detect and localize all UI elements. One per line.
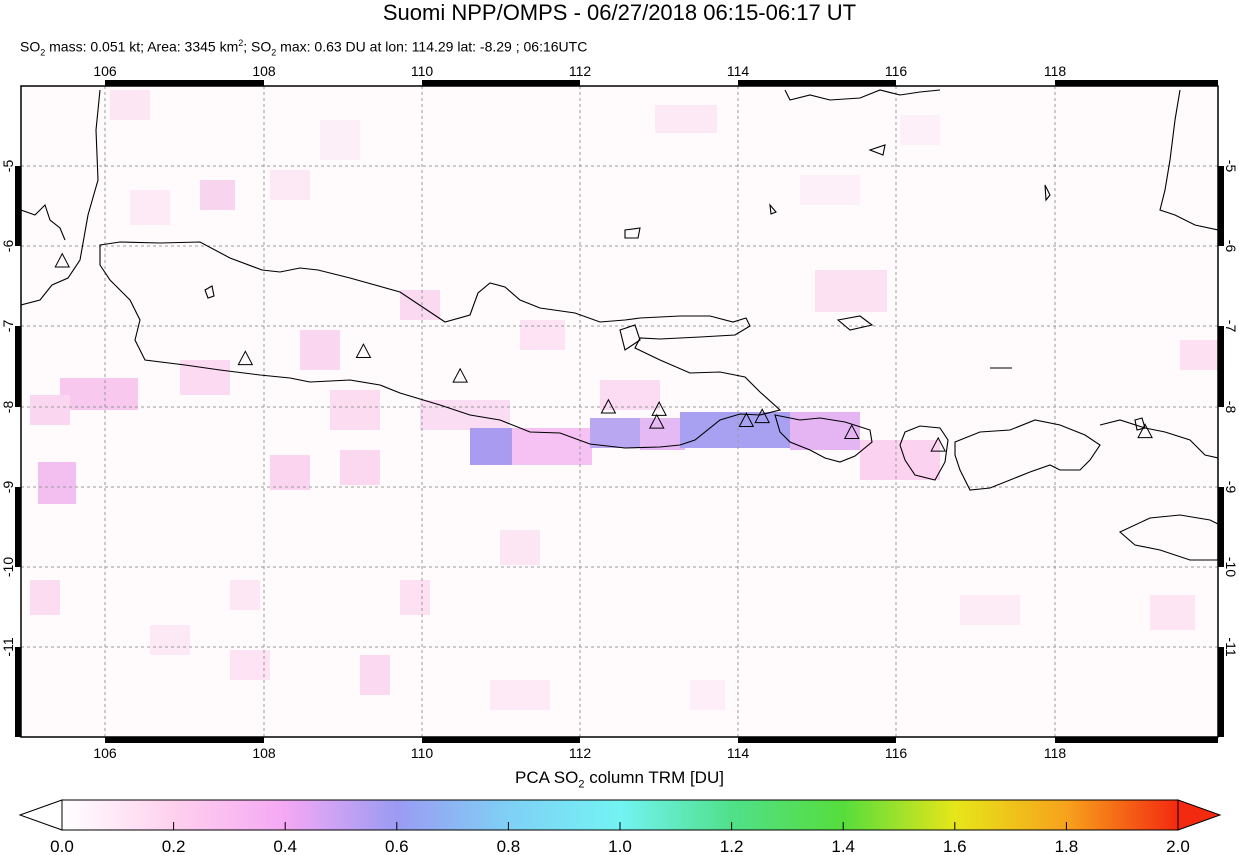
lon-labels-bottom: 106 108 110 112 114 116 118 xyxy=(93,745,1066,761)
svg-text:106: 106 xyxy=(93,745,117,761)
svg-text:106: 106 xyxy=(93,63,117,79)
svg-text:-9: -9 xyxy=(0,481,16,494)
svg-text:2.0: 2.0 xyxy=(1166,837,1190,855)
svg-text:112: 112 xyxy=(569,745,592,761)
volcano-markers xyxy=(54,252,1153,452)
svg-text:110: 110 xyxy=(411,745,434,761)
svg-text:0.4: 0.4 xyxy=(273,837,297,855)
svg-text:-7: -7 xyxy=(1223,320,1239,333)
svg-text:-11: -11 xyxy=(1223,637,1239,656)
volcano-marker xyxy=(843,424,860,439)
coastlines xyxy=(21,89,1218,561)
volcano-marker xyxy=(452,367,468,383)
volcano-marker xyxy=(651,401,667,416)
svg-text:0.8: 0.8 xyxy=(497,837,521,855)
svg-text:118: 118 xyxy=(1044,63,1067,79)
map-frame xyxy=(20,85,1219,738)
svg-text:1.2: 1.2 xyxy=(720,837,744,855)
svg-text:-7: -7 xyxy=(0,320,16,333)
svg-text:-9: -9 xyxy=(1223,481,1239,494)
lat-labels-right: -5 -6 -7 -8 -9 -10 -11 xyxy=(1223,160,1239,657)
frame-band xyxy=(15,80,1224,743)
colorbar-tick-labels: 0.0 0.2 0.4 0.6 0.8 1.0 1.2 1.4 1.6 1.8 … xyxy=(50,837,1190,855)
svg-text:1.6: 1.6 xyxy=(943,837,967,855)
svg-text:-5: -5 xyxy=(0,160,16,173)
volcano-marker xyxy=(648,413,665,429)
volcano-marker xyxy=(754,408,771,424)
svg-text:108: 108 xyxy=(252,63,276,79)
svg-text:1.8: 1.8 xyxy=(1055,837,1079,855)
svg-text:1.4: 1.4 xyxy=(831,837,855,855)
svg-text:-8: -8 xyxy=(0,401,16,414)
svg-text:0.6: 0.6 xyxy=(385,837,409,855)
volcano-marker xyxy=(930,436,946,452)
svg-text:-10: -10 xyxy=(1223,557,1239,577)
volcano-marker xyxy=(600,398,617,414)
colorbar xyxy=(18,799,1222,831)
svg-text:-5: -5 xyxy=(1223,160,1239,173)
svg-text:114: 114 xyxy=(727,745,750,761)
colorbar-label: PCA SO2 column TRM [DU] xyxy=(515,768,724,791)
svg-text:112: 112 xyxy=(569,63,592,79)
lat-labels-left: -5 -6 -7 -8 -9 -10 -11 xyxy=(0,160,16,657)
svg-text:-10: -10 xyxy=(0,557,16,577)
volcano-marker xyxy=(738,412,755,428)
volcano-marker xyxy=(355,343,372,358)
so2-field xyxy=(21,86,1218,737)
svg-text:118: 118 xyxy=(1044,745,1067,761)
volcano-marker xyxy=(54,252,71,268)
svg-text:-6: -6 xyxy=(1223,240,1239,253)
svg-text:-11: -11 xyxy=(0,637,16,656)
svg-text:114: 114 xyxy=(727,63,750,79)
volcano-marker xyxy=(1137,423,1153,439)
svg-text:110: 110 xyxy=(411,63,434,79)
svg-text:-8: -8 xyxy=(1223,401,1239,414)
so2-summary: SO2 mass: 0.051 kt; Area: 3345 km2; SO2 … xyxy=(20,38,588,58)
svg-text:108: 108 xyxy=(252,745,276,761)
svg-text:0.2: 0.2 xyxy=(162,837,186,855)
svg-text:-6: -6 xyxy=(0,240,16,253)
svg-text:0.0: 0.0 xyxy=(50,837,74,855)
volcano-marker xyxy=(237,350,254,366)
svg-text:1.0: 1.0 xyxy=(608,837,632,855)
graticule xyxy=(21,86,1218,737)
colorbar-max-arrow xyxy=(1177,799,1222,831)
svg-text:116: 116 xyxy=(885,63,908,79)
colorbar-min-arrow xyxy=(18,799,63,831)
lon-labels-top: 106 108 110 112 114 116 118 xyxy=(93,63,1066,79)
colorbar-gradient xyxy=(61,799,1179,831)
map-title: Suomi NPP/OMPS - 06/27/2018 06:15-06:17 … xyxy=(382,0,857,25)
svg-text:116: 116 xyxy=(885,745,908,761)
